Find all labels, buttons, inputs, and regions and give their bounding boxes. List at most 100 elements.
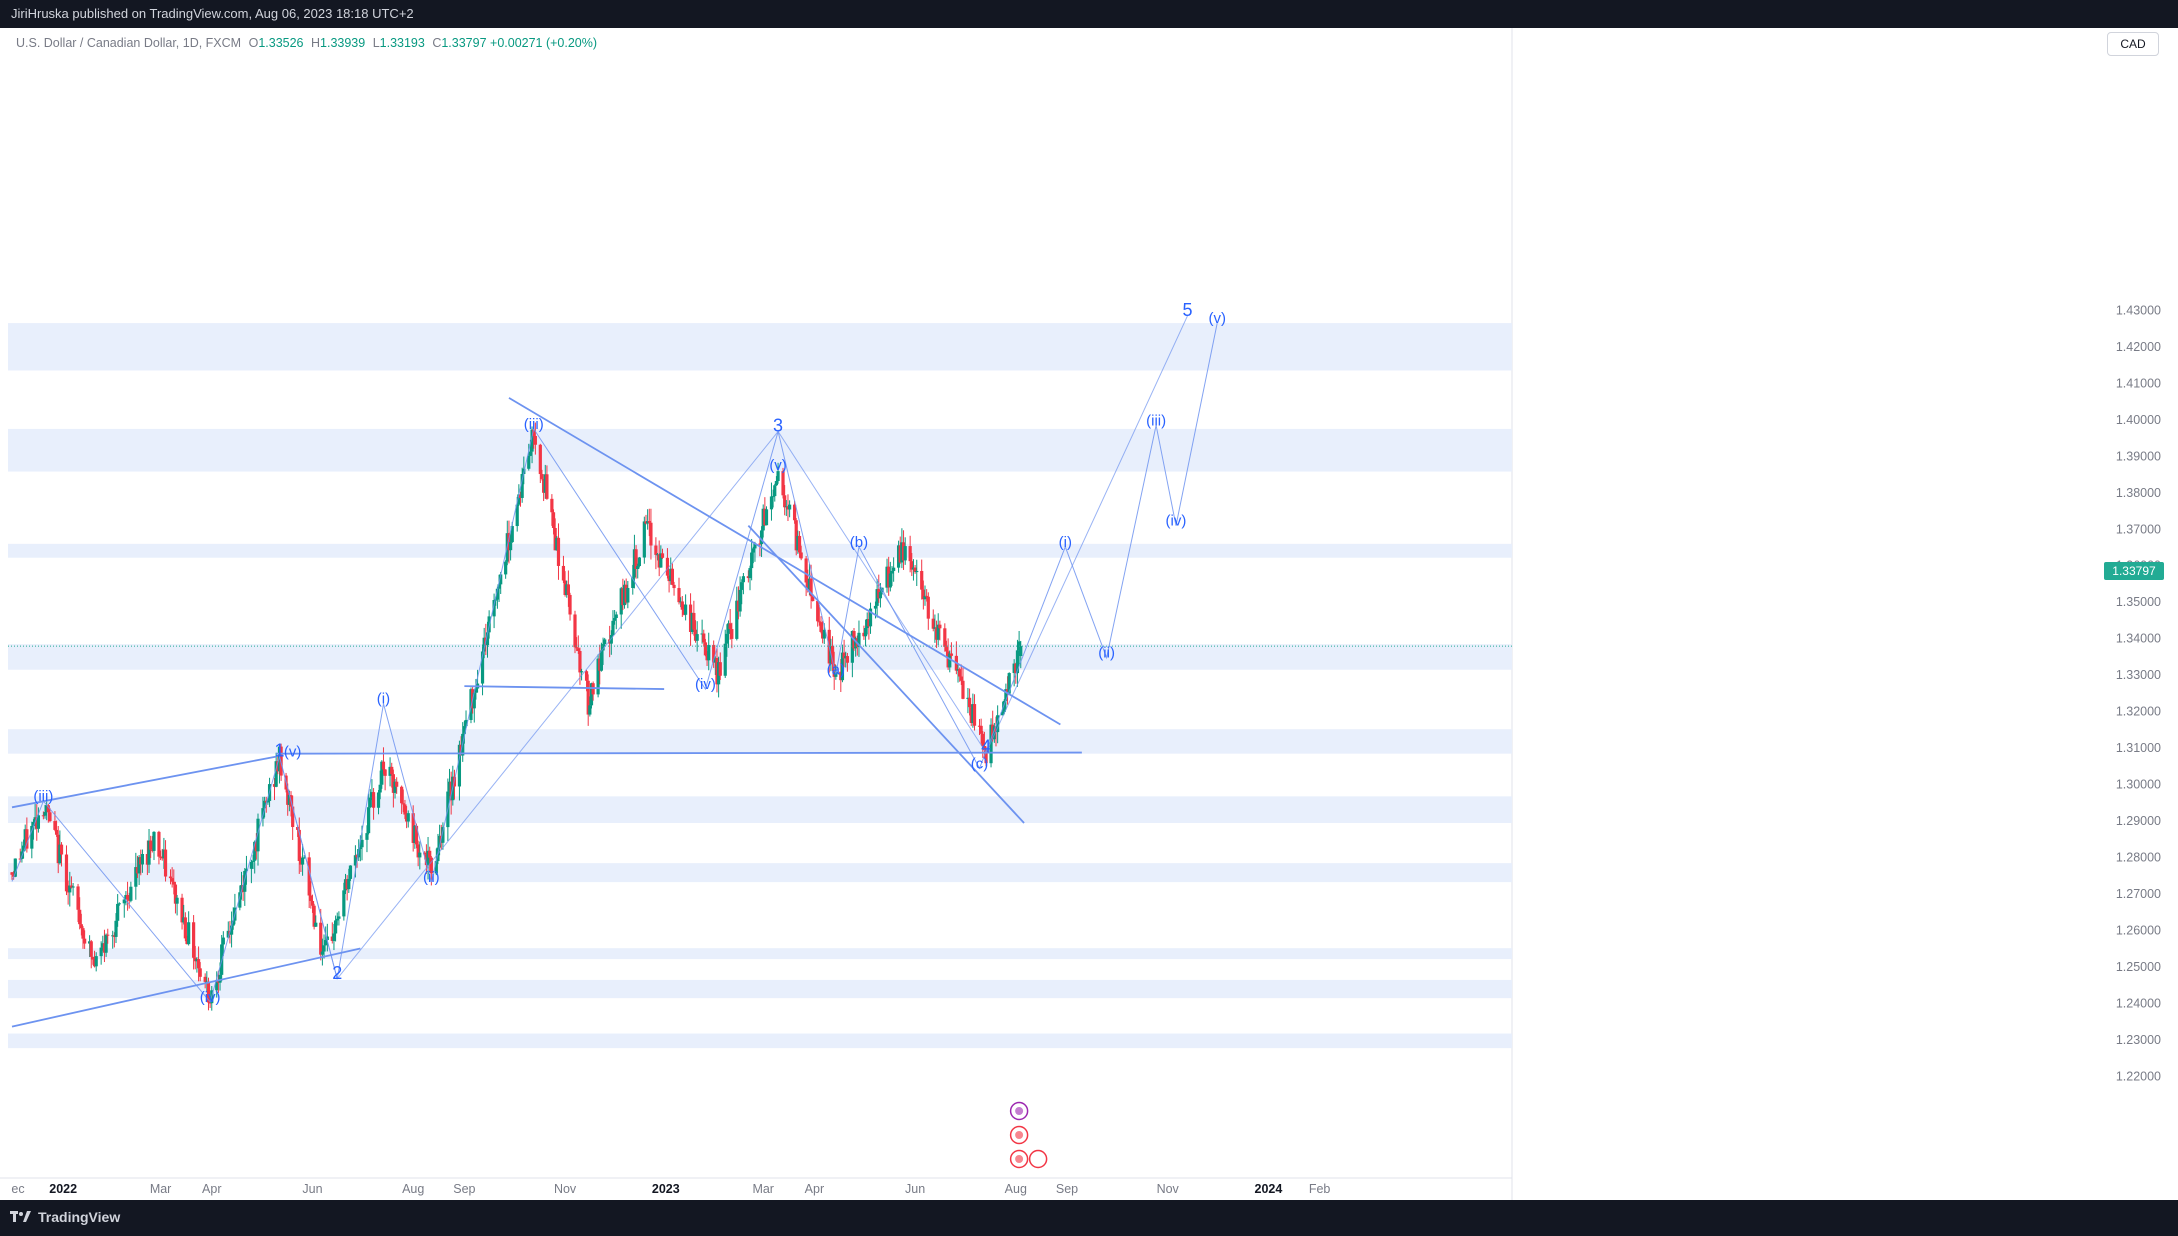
candle	[1012, 659, 1016, 687]
candle-body	[413, 825, 417, 843]
currency-button[interactable]: CAD	[2107, 32, 2159, 56]
candle-body	[196, 959, 201, 969]
candle-body	[703, 642, 708, 656]
candle	[441, 822, 445, 850]
candle-body	[885, 566, 889, 588]
candle	[649, 508, 653, 560]
candle	[43, 804, 47, 819]
candle	[320, 938, 324, 966]
candle-body	[688, 604, 693, 632]
low-label: L	[372, 36, 380, 50]
candle	[781, 467, 785, 499]
candle	[241, 875, 245, 901]
candle-body	[735, 600, 739, 639]
candle-body	[330, 936, 334, 941]
candle-body	[25, 829, 29, 849]
candle-body	[400, 786, 404, 804]
candle	[660, 548, 665, 559]
candle	[291, 795, 295, 840]
candle-body	[243, 870, 247, 892]
open-label: O	[248, 36, 259, 50]
candle-body	[969, 707, 973, 723]
wave-label: (ii)	[1098, 645, 1115, 662]
candle	[961, 668, 965, 700]
event-marker-icon-dot	[1015, 1107, 1024, 1115]
candle	[728, 608, 732, 640]
wave-label: (v)	[769, 457, 787, 474]
candle	[330, 922, 334, 944]
candle	[784, 500, 788, 517]
candle-body	[89, 941, 93, 957]
candle	[1002, 699, 1006, 715]
candle-body	[449, 781, 453, 801]
candle-body	[579, 671, 584, 673]
candle-body	[892, 567, 896, 571]
candle-body	[198, 968, 202, 977]
price-tick-label: 1.32000	[2116, 705, 2161, 719]
wave-label: (iv)	[1166, 513, 1187, 530]
candle-body	[497, 584, 501, 589]
candle	[958, 667, 962, 682]
chart-area[interactable]: (iii) (iv) 1 (v) 2 (i) (ii) (iii) (iv) 3 (v) (a) (b)…	[0, 28, 2178, 1200]
wave-label: (iii)	[1146, 412, 1166, 429]
candle	[545, 465, 549, 500]
candle-body	[586, 680, 590, 715]
candle-body	[781, 471, 785, 496]
candle	[31, 819, 36, 840]
candle-body	[865, 619, 869, 629]
candle	[723, 629, 727, 678]
change-value: +0.00271 (+0.20%)	[490, 36, 598, 50]
candle	[705, 651, 709, 666]
candle	[763, 497, 767, 527]
wave-label: (c)	[971, 755, 989, 772]
candle	[99, 941, 103, 965]
wave-label: (i)	[1059, 534, 1072, 551]
candle-body	[418, 852, 422, 858]
time-tick-label: 2024	[1255, 1182, 1283, 1196]
candle-body	[162, 849, 166, 859]
candle	[116, 894, 120, 927]
candle-body	[428, 850, 432, 858]
candle-body	[726, 623, 731, 634]
support-resistance-zone	[8, 1033, 1512, 1049]
candle-body	[127, 899, 131, 901]
candle-body	[277, 746, 282, 772]
candle	[87, 935, 92, 958]
candle	[533, 422, 537, 455]
publish-header: JiriHruska published on TradingView.com,…	[0, 0, 2178, 28]
candle	[750, 538, 754, 581]
candle-body	[21, 845, 26, 852]
price-tick-label: 1.27000	[2116, 887, 2161, 901]
tradingview-logo[interactable]: TradingView	[10, 1209, 120, 1225]
candle	[418, 841, 422, 870]
candle-body	[533, 435, 537, 445]
candle-body	[335, 918, 339, 921]
candle	[622, 580, 627, 609]
candle	[342, 882, 346, 921]
candle	[890, 566, 894, 586]
candle-body	[667, 575, 671, 582]
candle-body	[102, 943, 107, 953]
candle	[395, 777, 399, 794]
candle	[680, 595, 684, 617]
candle-body	[655, 554, 660, 556]
candle-body	[682, 609, 686, 615]
candle-body	[672, 584, 676, 589]
support-resistance-zone	[8, 729, 1512, 754]
candle-body	[989, 724, 993, 764]
candle-body	[319, 922, 323, 955]
candle-body	[309, 895, 313, 901]
candle-body	[485, 632, 490, 646]
candle	[693, 620, 698, 643]
candle	[888, 561, 892, 592]
candle	[30, 821, 34, 859]
candle-body	[94, 956, 98, 967]
price-chart[interactable]: (iii)(iv)1 (v)2(i)(ii)(iii)(iv)3(v)(a)(b)…	[0, 28, 2178, 1200]
candle	[134, 852, 138, 900]
candle-body	[68, 885, 72, 893]
candle	[840, 644, 845, 683]
candle	[621, 578, 625, 611]
candle-body	[360, 839, 364, 848]
candle	[925, 589, 929, 602]
candle-body	[342, 890, 346, 917]
